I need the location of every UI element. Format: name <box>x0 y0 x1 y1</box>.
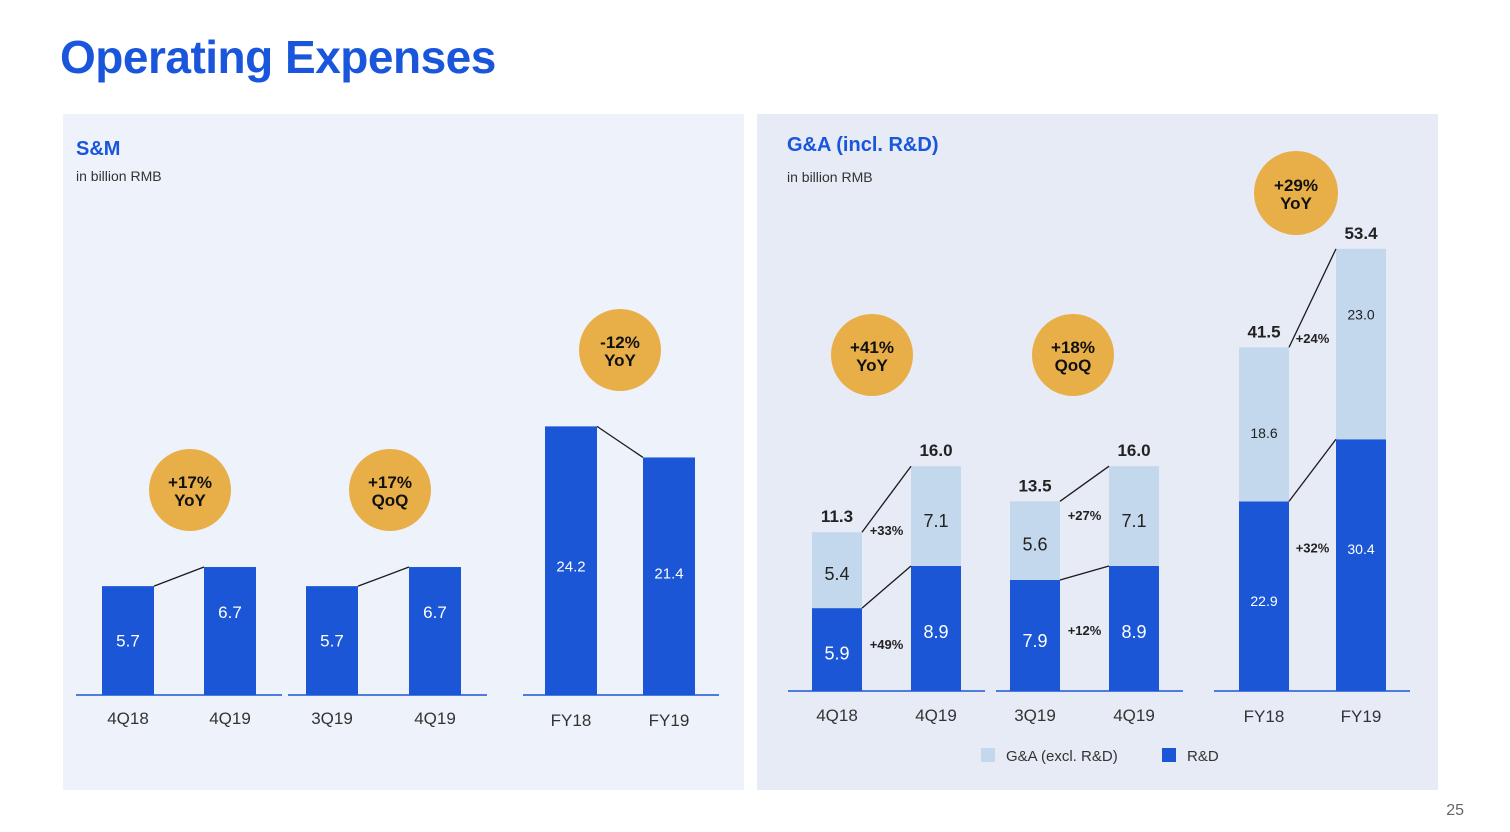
rd-label-0-0: 5.9 <box>824 644 849 664</box>
ga-category-label-0-1: 4Q19 <box>915 706 957 725</box>
ga-connector-1 <box>1059 465 1110 502</box>
ga-badge-2-circle <box>1254 151 1338 235</box>
ga-growth-1: +27% <box>1068 508 1102 523</box>
sm-bar-4q19-0 <box>204 567 256 695</box>
sm-category-label-1-1: 4Q19 <box>414 709 456 728</box>
ga-badge-0-circle <box>831 314 913 396</box>
ga-badge-1-line2: QoQ <box>1055 356 1092 375</box>
ga-label-2-1: 23.0 <box>1347 307 1374 323</box>
sm-category-label-1-0: 3Q19 <box>311 709 353 728</box>
sm-bar-label-1-0: 5.7 <box>320 632 344 651</box>
ga-category-label-1-1: 4Q19 <box>1113 706 1155 725</box>
ga-category-label-0-0: 4Q18 <box>816 706 858 725</box>
sm-badge-0-line1: +17% <box>168 473 212 492</box>
ga-category-label-2-0: FY18 <box>1244 707 1285 726</box>
rd-connector-0 <box>861 565 912 609</box>
sm-category-label-0-0: 4Q18 <box>107 709 149 728</box>
sm-badge-2-circle <box>579 309 661 391</box>
sm-bar-label-0-0: 5.7 <box>116 632 140 651</box>
ga-badge-1-circle <box>1032 314 1114 396</box>
total-label-2-0: 41.5 <box>1247 322 1280 341</box>
ga-connector-0 <box>861 465 912 533</box>
ga-label-1-0: 5.6 <box>1022 535 1047 555</box>
total-label-0-0: 11.3 <box>821 507 853 526</box>
total-label-1-0: 13.5 <box>1018 476 1051 495</box>
total-label-1-1: 16.0 <box>1117 441 1150 460</box>
ga-bar-0-0 <box>812 532 862 609</box>
rd-growth-2: +32% <box>1296 540 1330 555</box>
sm-connector-0 <box>153 566 205 587</box>
rd-growth-1: +12% <box>1068 623 1102 638</box>
rd-label-2-1: 30.4 <box>1347 541 1374 557</box>
rd-label-0-1: 8.9 <box>923 622 948 642</box>
sm-bar-3q19-1 <box>306 586 358 695</box>
sm-connector-1 <box>357 566 410 587</box>
sm-bar-4q18-0 <box>102 586 154 695</box>
legend-ga-swatch <box>981 748 995 762</box>
ga-bar-2-0 <box>1239 347 1289 502</box>
ga-panel-subtitle: in billion RMB <box>787 169 873 185</box>
ga-growth-2: +24% <box>1296 331 1330 346</box>
rd-bar-2-0 <box>1239 501 1289 691</box>
sm-badge-1-circle <box>349 449 431 531</box>
sm-badge-0-line2: YoY <box>174 491 206 510</box>
ga-category-label-2-1: FY19 <box>1341 707 1382 726</box>
ga-growth-0: +33% <box>870 523 904 538</box>
total-label-0-1: 16.0 <box>919 441 952 460</box>
ga-category-label-1-0: 3Q19 <box>1014 706 1056 725</box>
ga-label-0-1: 7.1 <box>923 511 948 531</box>
legend-rd-label: R&D <box>1187 748 1219 765</box>
rd-connector-2 <box>1288 438 1337 502</box>
sm-bar-label-2-1: 21.4 <box>654 565 683 582</box>
sm-bar-fy19-2 <box>643 457 695 695</box>
ga-bar-1-0 <box>1010 501 1060 581</box>
ga-label-1-1: 7.1 <box>1121 511 1146 531</box>
sm-category-label-2-1: FY19 <box>649 711 690 730</box>
rd-bar-0-1 <box>911 565 961 691</box>
total-label-2-1: 53.4 <box>1344 224 1378 243</box>
rd-bar-0-0 <box>812 608 862 691</box>
rd-label-2-0: 22.9 <box>1250 593 1277 609</box>
sm-badge-0-circle <box>149 449 231 531</box>
ga-badge-2-line2: YoY <box>1280 194 1312 213</box>
ga-panel: G&A (incl. R&D) in billion RMB <box>757 114 1438 790</box>
sm-bar-label-1-1: 6.7 <box>423 603 447 622</box>
ga-badge-0-line2: YoY <box>856 356 888 375</box>
ga-bar-1-1 <box>1109 466 1159 566</box>
rd-growth-0: +49% <box>870 637 904 652</box>
page-number: 25 <box>1446 802 1464 819</box>
rd-bar-2-1 <box>1336 439 1386 691</box>
legend-ga-label: G&A (excl. R&D) <box>1006 748 1118 765</box>
ga-panel-title: G&A (incl. R&D) <box>787 134 939 156</box>
sm-badge-2-line1: -12% <box>600 333 640 352</box>
legend-rd-swatch <box>1162 748 1176 762</box>
ga-badge-1-line1: +18% <box>1051 338 1095 357</box>
sm-badge-1-line1: +17% <box>368 473 412 492</box>
rd-label-1-1: 8.9 <box>1121 622 1146 642</box>
rd-bar-1-0 <box>1010 580 1060 691</box>
sm-panel-subtitle: in billion RMB <box>76 168 162 184</box>
sm-category-label-0-1: 4Q19 <box>209 709 251 728</box>
sm-category-label-2-0: FY18 <box>551 711 592 730</box>
ga-bar-0-1 <box>911 466 961 566</box>
sm-bar-label-2-0: 24.2 <box>556 558 585 575</box>
rd-bar-1-1 <box>1109 565 1159 691</box>
sm-panel-title: S&M <box>76 138 121 160</box>
rd-connector-1 <box>1059 565 1110 581</box>
ga-badge-0-line1: +41% <box>850 338 894 357</box>
sm-bar-label-0-1: 6.7 <box>218 603 242 622</box>
ga-bar-2-1 <box>1336 248 1386 440</box>
page-title: Operating Expenses <box>60 31 496 83</box>
sm-bar-fy18-2 <box>545 426 597 695</box>
sm-connector-2 <box>596 425 644 458</box>
sm-badge-2-line2: YoY <box>604 351 636 370</box>
ga-label-0-0: 5.4 <box>824 564 849 584</box>
ga-badge-2-line1: +29% <box>1274 176 1318 195</box>
rd-label-1-0: 7.9 <box>1022 631 1047 651</box>
sm-badge-1-line2: QoQ <box>372 491 409 510</box>
ga-connector-2 <box>1288 248 1337 348</box>
ga-label-2-0: 18.6 <box>1250 425 1277 441</box>
sm-bar-4q19-1 <box>409 567 461 695</box>
